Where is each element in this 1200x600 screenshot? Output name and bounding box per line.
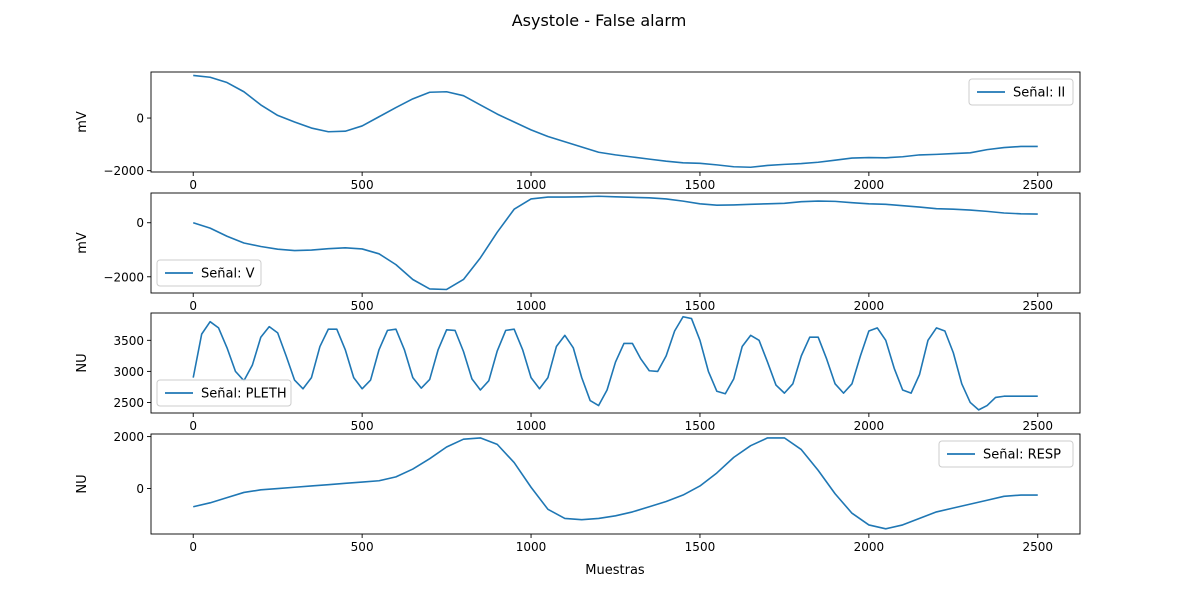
x-tick-label: 1500 [685,419,716,433]
subplot-frame [150,312,1081,414]
series-line-4-1 [193,437,1038,530]
x-tick-label: 500 [351,178,374,192]
y-tick-label: 0 [136,112,144,126]
x-tick-label: 500 [351,540,374,554]
y-axis-label: mV [75,111,90,133]
y-axis-label: NU [75,353,90,372]
legend-label: Señal: PLETH [201,387,287,402]
legend-label: Señal: V [201,267,255,282]
subplot-panels: 0 500 1000 1500 2000 2500 −2000 0 mV Señal: II 0 50… [75,71,1081,554]
subplot-frame [150,71,1081,173]
x-tick-label: 0 [189,178,197,192]
x-tick-label: 2500 [1022,419,1053,433]
subplot-frame [150,192,1081,294]
subplot-3: 0 500 1000 1500 2000 2500 2500 3000 3500 NU Señal:… [75,312,1081,433]
subplot-frame [150,433,1081,535]
legend-box [156,379,292,407]
y-tick-label: 3500 [113,334,144,348]
x-tick-label: 2000 [854,419,885,433]
series-line-2-1 [192,195,1038,291]
x-tick-label: 2000 [854,178,885,192]
legend-box [156,259,262,287]
x-tick-label: 1500 [685,540,716,554]
y-axis-label: NU [75,474,90,493]
y-tick-label: 0 [136,216,144,230]
x-tick-label: 0 [189,540,197,554]
legend-box [968,78,1074,106]
legend-box [938,440,1074,468]
legend-label: Señal: RESP [983,448,1061,463]
x-tick-label: 500 [351,419,374,433]
series-line-3-1 [192,315,1038,411]
x-tick-label: 0 [189,299,197,313]
x-tick-label: 2500 [1022,178,1053,192]
series-line-1-1 [193,74,1038,169]
legend: Señal: RESP [938,440,1074,468]
y-tick-label: 2000 [113,430,144,444]
x-tick-label: 2500 [1022,540,1053,554]
legend: Señal: PLETH [156,379,292,407]
y-tick-label: 0 [136,482,144,496]
legend-label: Señal: II [1013,86,1065,101]
x-tick-label: 2500 [1022,299,1053,313]
legend: Señal: II [968,78,1074,106]
y-axis-label: mV [75,232,90,254]
x-tick-label: 1500 [685,299,716,313]
y-tick-label: 3000 [113,365,144,379]
x-tick-label: 2000 [854,540,885,554]
y-tick-label: −2000 [103,270,144,284]
x-tick-label: 500 [351,299,374,313]
x-tick-label: 1500 [685,178,716,192]
x-tick-label: 1000 [516,178,547,192]
y-tick-label: −2000 [103,164,144,178]
x-tick-label: 1000 [516,540,547,554]
figure-title: Asystole - False alarm [512,11,687,30]
y-tick-label: 2500 [113,396,144,410]
x-tick-label: 2000 [854,299,885,313]
legend: Señal: V [156,259,262,287]
subplot-4: 0 500 1000 1500 2000 2500 0 2000 NU Señal: RESP [75,430,1081,554]
subplot-2: 0 500 1000 1500 2000 2500 −2000 0 mV Señal: V [75,192,1081,313]
x-tick-label: 1000 [516,299,547,313]
x-axis-label: Muestras [585,563,645,578]
subplot-1: 0 500 1000 1500 2000 2500 −2000 0 mV Señal: II [75,71,1081,192]
x-tick-label: 1000 [516,419,547,433]
x-tick-label: 0 [189,419,197,433]
